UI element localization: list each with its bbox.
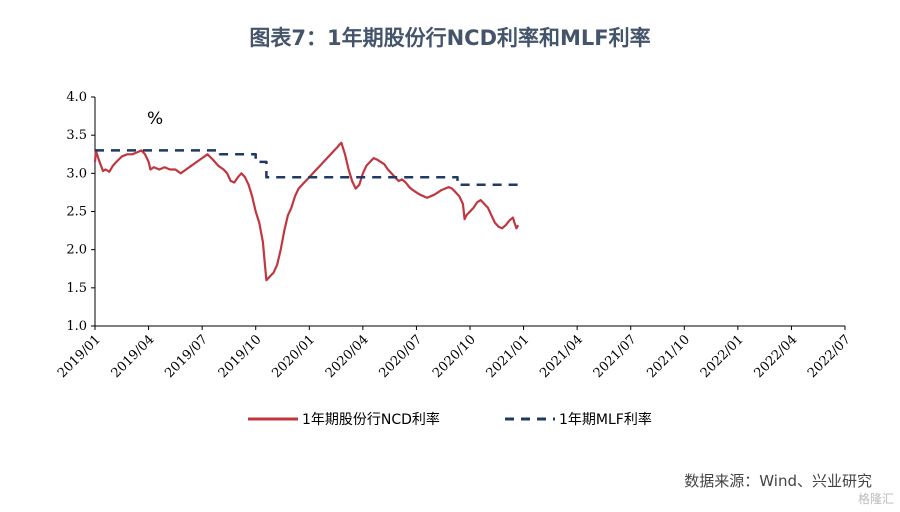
x-tick-label: 2019/10 (216, 332, 265, 381)
watermark-logo: 格隆汇 (857, 492, 894, 506)
y-tick-label: 2.5 (66, 205, 87, 220)
x-tick-label: 2019/01 (55, 332, 104, 381)
y-tick-label: 4.0 (66, 90, 87, 105)
x-tick-label: 2022/01 (698, 332, 747, 381)
unit-label: % (147, 109, 163, 129)
x-tick-label: 2019/04 (109, 332, 158, 381)
x-tick-label: 2019/07 (162, 332, 211, 381)
series-line-ncd (93, 141, 520, 282)
y-tick-label: 1.5 (66, 281, 87, 296)
x-tick-label: 2021/07 (591, 332, 640, 381)
x-tick-label: 2020/07 (376, 332, 425, 381)
x-tick-label: 2020/10 (430, 332, 479, 381)
x-tick-label: 2021/01 (484, 332, 533, 381)
legend-label-mlf: 1年期MLF利率 (559, 411, 652, 428)
x-tick-label: 2020/01 (269, 332, 318, 381)
source-note: 数据来源：Wind、兴业研究 (684, 472, 872, 490)
x-tick-label: 2021/04 (537, 332, 586, 381)
y-tick-label: 2.0 (66, 243, 87, 258)
y-tick-label: 3.0 (66, 166, 87, 181)
legend-label-ncd: 1年期股份行NCD利率 (302, 411, 440, 428)
chart-title: 图表7：1年期股份行NCD利率和MLF利率 (249, 26, 651, 50)
y-tick-label: 1.0 (66, 319, 87, 334)
legend: 1年期股份行NCD利率 1年期MLF利率 (248, 411, 652, 428)
x-tick-label: 2022/07 (805, 332, 854, 381)
y-tick-label: 3.5 (66, 128, 87, 143)
x-tick-label: 2020/04 (323, 332, 372, 381)
x-tick-label: 2022/04 (751, 332, 800, 381)
series-line-mlf (95, 149, 519, 187)
x-tick-label: 2021/10 (644, 332, 693, 381)
